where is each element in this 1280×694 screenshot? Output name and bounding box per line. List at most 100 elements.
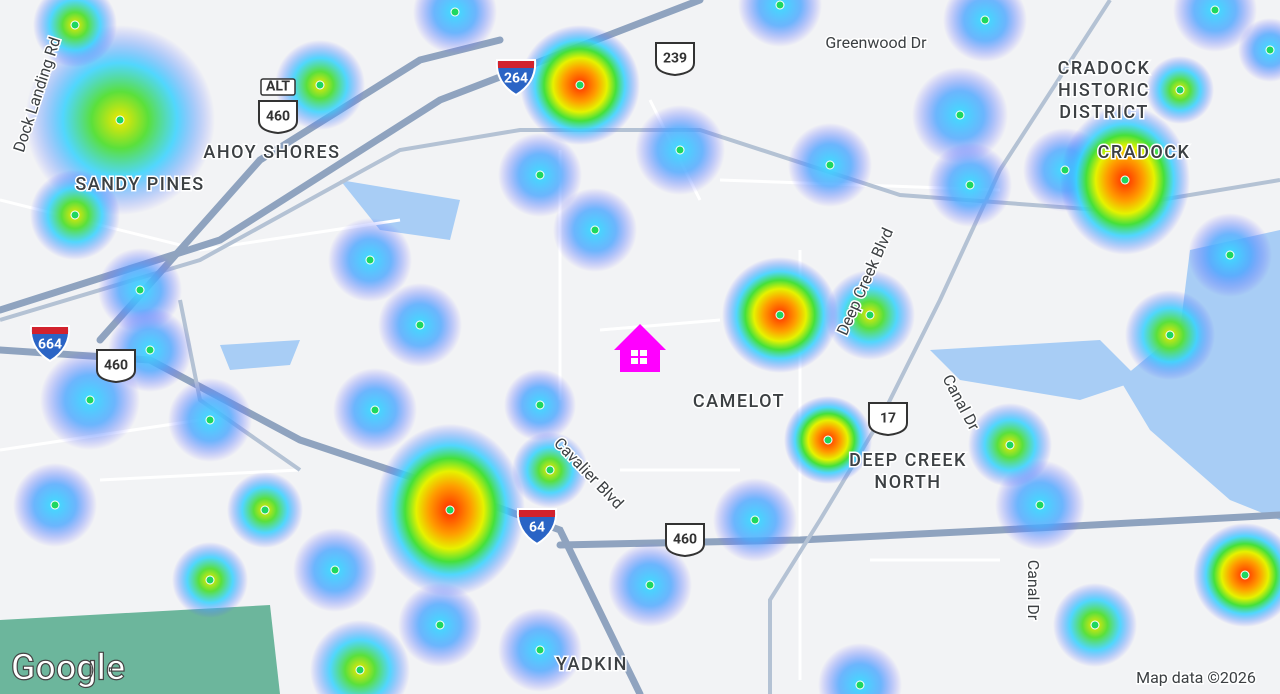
shield-body [258, 100, 298, 135]
data-point [205, 415, 215, 425]
data-point [823, 435, 833, 445]
route-shield: ALT [260, 78, 296, 96]
data-point [590, 225, 600, 235]
home-marker [614, 324, 666, 372]
heat-blob [1173, 0, 1257, 52]
data-point [575, 80, 585, 90]
data-point [370, 405, 380, 415]
data-point [1265, 45, 1275, 55]
road-label: Greenwood Dr [825, 33, 927, 52]
route-shields: ALT 460 264 239 664 460 17 64 460 [29, 42, 908, 558]
route-shield: 460 [665, 523, 705, 558]
place-label: HISTORIC [1058, 80, 1150, 101]
place-label: AHOY SHORES [203, 142, 340, 163]
data-point [955, 110, 965, 120]
place-labels: SANDY PINES AHOY SHORES CRADOCK HISTORIC… [74, 56, 1191, 676]
heat-blob [1238, 18, 1280, 82]
data-point [135, 285, 145, 295]
data-point [115, 115, 125, 125]
data-point [1120, 175, 1130, 185]
route-shield: 239 [655, 42, 695, 77]
heat-blob [33, 0, 117, 67]
shield-body [29, 325, 71, 363]
data-point [535, 170, 545, 180]
data-point [365, 255, 375, 265]
data-point [1225, 250, 1235, 260]
data-point [535, 400, 545, 410]
data-point [415, 320, 425, 330]
place-label: NORTH [874, 472, 941, 493]
data-point [545, 465, 555, 475]
shield-body [516, 508, 558, 546]
data-point [315, 80, 325, 90]
place-label: YADKIN [556, 654, 628, 675]
place-label: CRADOCK [1098, 142, 1191, 163]
place-label: SANDY PINES [75, 174, 204, 195]
shield-number: 460 [673, 532, 697, 548]
heat-blob [943, 0, 1027, 62]
shield-number: 664 [38, 337, 62, 353]
shield-body [665, 523, 705, 558]
data-point [445, 505, 455, 515]
data-point [330, 565, 340, 575]
route-shield: 17 [868, 402, 908, 437]
place-label: CAMELOT [693, 391, 785, 412]
shield-number: 460 [266, 109, 290, 125]
data-point [865, 310, 875, 320]
heat-blob [413, 0, 497, 54]
attribution: Map data ©2026 [1136, 668, 1256, 687]
road-label: Canal Dr [1024, 560, 1043, 621]
data-point [775, 310, 785, 320]
shield-top [519, 510, 555, 517]
data-point [825, 160, 835, 170]
heat-blob [738, 0, 822, 47]
logo: Google [11, 647, 125, 689]
shield-body [655, 42, 695, 77]
data-point [1035, 500, 1045, 510]
data-point [70, 210, 80, 220]
route-shield: 264 [495, 59, 537, 97]
shield-body [495, 59, 537, 97]
place-label: CRADOCK [1058, 58, 1151, 79]
shield-number: 460 [104, 358, 128, 374]
data-point [85, 395, 95, 405]
shield-number: 239 [663, 51, 687, 67]
data-point [435, 620, 445, 630]
shield-number: 264 [504, 71, 528, 87]
data-point [1175, 85, 1185, 95]
shield-body [868, 402, 908, 437]
place-label: DEEP CREEK [849, 450, 967, 471]
data-point [205, 575, 215, 585]
data-point [450, 7, 460, 17]
data-point [775, 0, 785, 10]
shield-top [32, 327, 68, 334]
shield-body [260, 78, 296, 96]
data-point [1240, 570, 1250, 580]
data-point [1210, 5, 1220, 15]
data-point [750, 515, 760, 525]
data-point [145, 345, 155, 355]
route-shield: 460 [258, 100, 298, 135]
data-point [1165, 330, 1175, 340]
place-label: DISTRICT [1059, 102, 1149, 123]
data-point [675, 145, 685, 155]
shield-number: 17 [880, 411, 896, 427]
route-shield: 664 [29, 325, 71, 363]
data-point [980, 15, 990, 25]
data-point [1005, 440, 1015, 450]
heat-blob [818, 643, 902, 694]
data-point [70, 20, 80, 30]
data-point [50, 500, 60, 510]
heat-blob [310, 620, 410, 694]
data-point [260, 505, 270, 515]
shield-body [96, 349, 136, 384]
data-point [1060, 165, 1070, 175]
data-point [535, 645, 545, 655]
shield-number: ALT [266, 79, 290, 95]
data-point [355, 665, 365, 675]
data-point [645, 580, 655, 590]
data-point [1090, 620, 1100, 630]
data-point [855, 680, 865, 690]
shield-top [498, 61, 534, 68]
